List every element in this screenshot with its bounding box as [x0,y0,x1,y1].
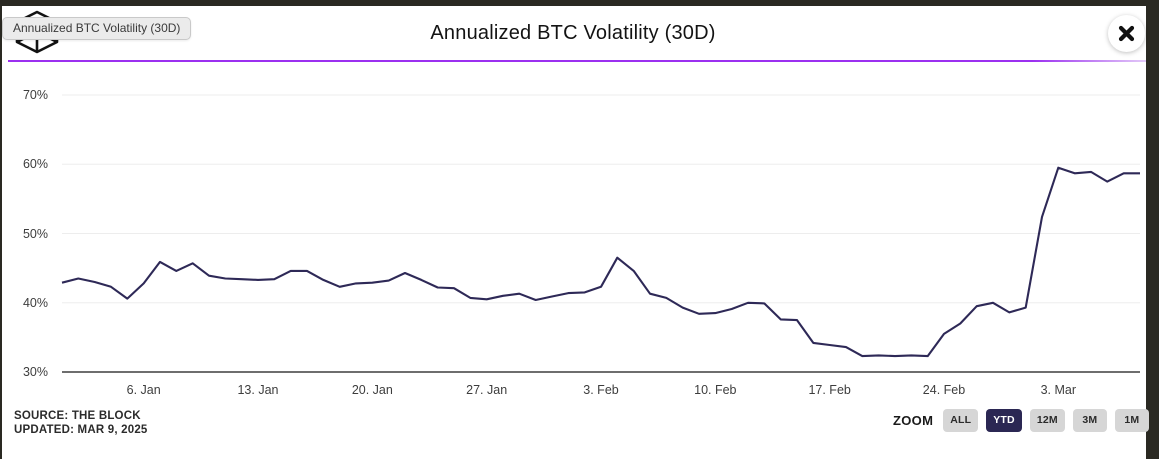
y-tick-label: 70% [22,88,48,102]
updated-line: UPDATED: MAR 9, 2025 [14,423,148,436]
accent-divider [8,60,1146,62]
x-tick-label: 17. Feb [808,383,851,397]
x-tick-label: 13. Jan [237,383,279,397]
x-tick-label: 24. Feb [922,383,966,397]
zoom-range-button-all[interactable]: ALL [943,408,979,432]
y-tick-label: 50% [22,226,48,241]
y-tick-label: 30% [22,365,48,379]
zoom-range-button-1m[interactable]: 1M [1114,408,1149,432]
volatility-series-line [61,166,1140,358]
y-tick-label: 40% [22,295,48,310]
x-tick-label: 27. Jan [466,383,508,397]
close-icon [1118,25,1135,42]
x-tick-label: 3. Mar [1040,383,1077,397]
y-tick-label: 60% [22,157,48,172]
source-attribution: SOURCE: THE BLOCK UPDATED: MAR 9, 2025 [14,410,148,437]
top-frame-edge [0,0,1159,6]
x-tick-label: 3. Feb [583,383,619,397]
source-line: SOURCE: THE BLOCK [14,410,141,422]
zoom-button-group: ALL YTD 12M 3M 1M [943,408,1149,432]
chart-tooltip: Annualized BTC Volatility (30D) [2,17,192,40]
zoom-range-button-3m[interactable]: 3M [1072,408,1107,432]
page-title: Annualized BTC Volatility (30D) [430,22,716,44]
x-tick-label: 10. Feb [694,383,737,397]
zoom-label: ZOOM [893,412,934,428]
left-frame-edge [0,0,2,459]
x-tick-label: 6. Jan [126,383,161,397]
x-tick-label: 20. Jan [351,383,393,397]
zoom-range-button-12m[interactable]: 12M [1029,408,1065,432]
close-button[interactable] [1108,15,1145,52]
right-frame-edge [1146,0,1159,459]
zoom-controls: ZOOM ALL YTD 12M 3M 1M [893,408,1149,432]
zoom-range-button-ytd[interactable]: YTD [986,408,1022,432]
